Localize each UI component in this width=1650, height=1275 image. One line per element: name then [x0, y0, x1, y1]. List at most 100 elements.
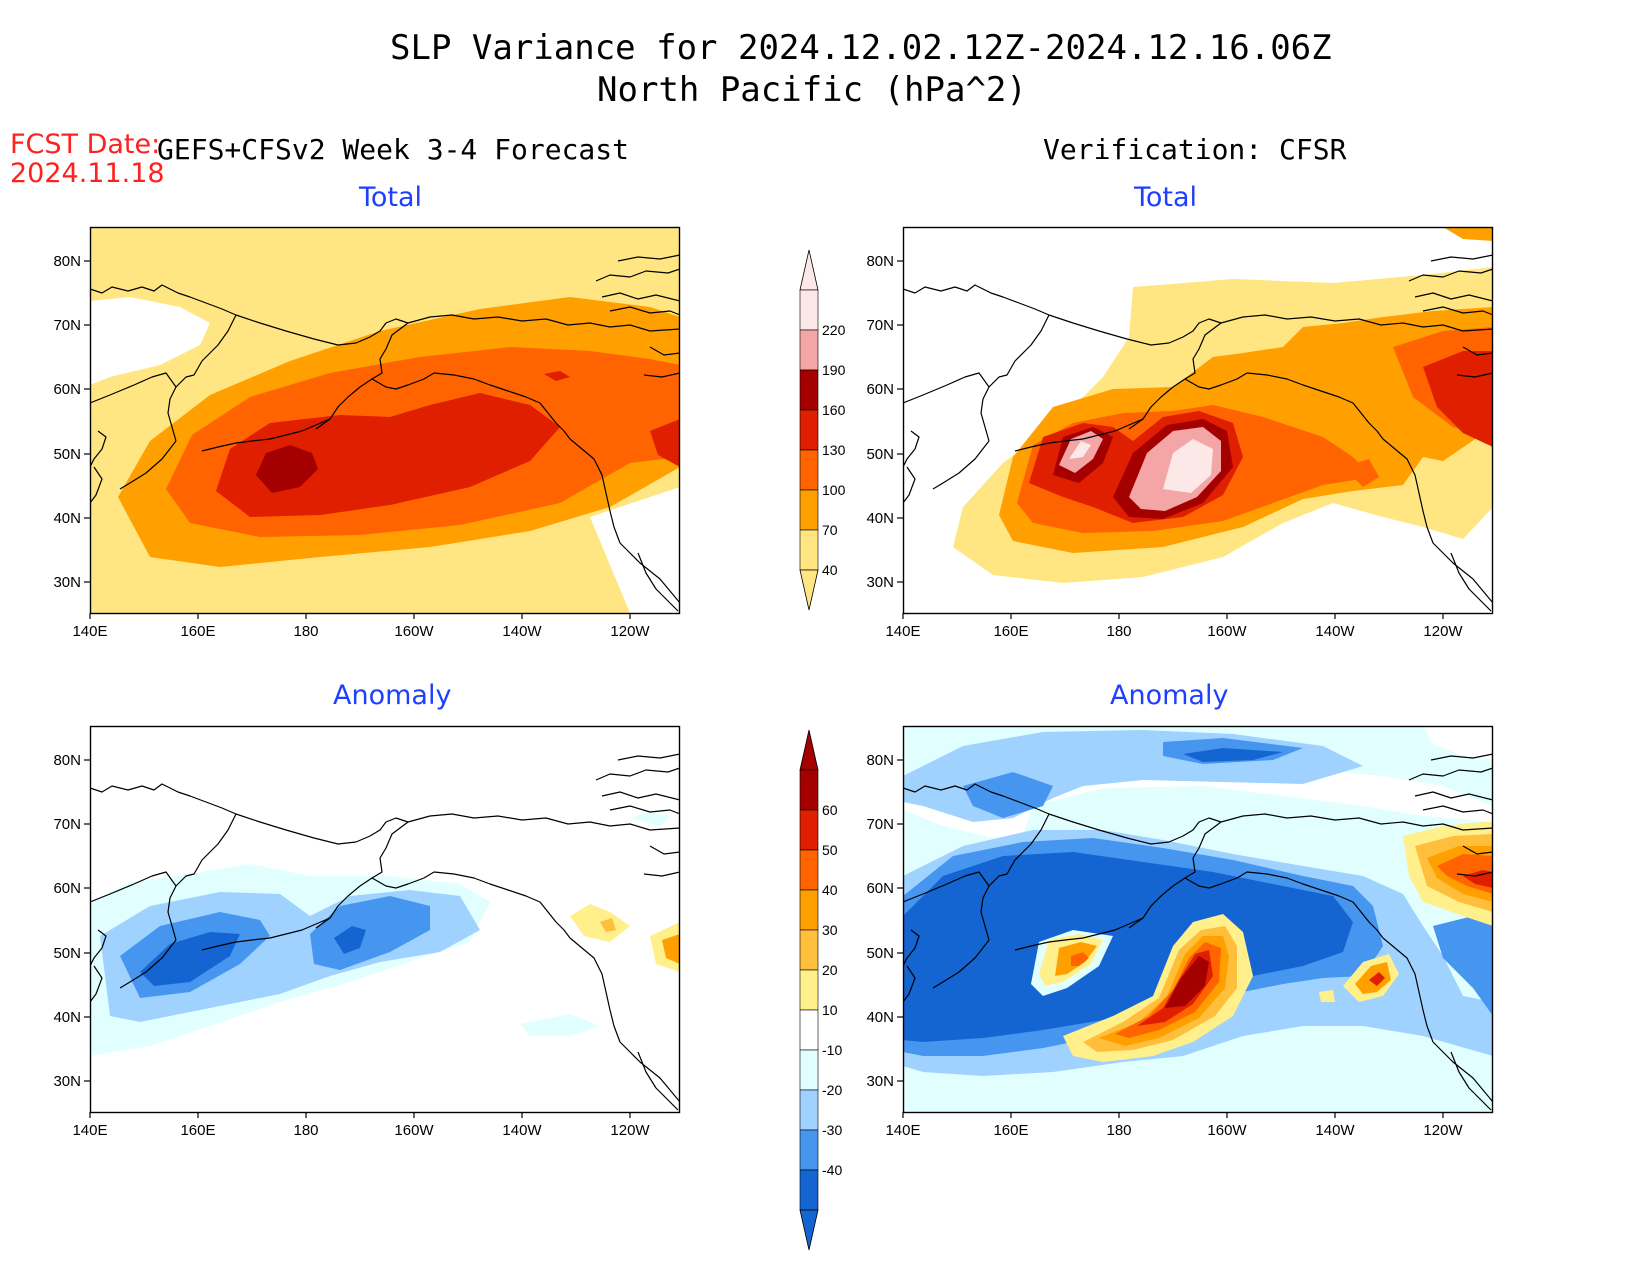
colorbar-segment [799, 1169, 819, 1211]
fill-20 [600, 918, 616, 932]
verification-total-panel [902, 226, 1494, 615]
lat-tick-label: 60N [53, 880, 81, 897]
colorbar-label: 30 [822, 922, 838, 938]
lat-tick-label: 30N [53, 1073, 81, 1090]
lat-tick-label: 80N [866, 752, 894, 769]
lat-tick-label: 60N [866, 880, 894, 897]
colorbar-segment [799, 849, 819, 891]
panel-frame [902, 226, 1494, 615]
colorbar-label: -30 [822, 1122, 842, 1138]
lon-tick-label: 140E [72, 1122, 107, 1139]
lat-tick-label: 80N [53, 253, 81, 270]
colorbar-label: -40 [822, 1162, 842, 1178]
fill-130-small [544, 371, 570, 381]
colorbar-segment [799, 969, 819, 1011]
fill-220 [1163, 439, 1213, 493]
fill-minus10-small [520, 1014, 600, 1036]
fill-10-small [1319, 990, 1335, 1002]
lon-tick-label: 160E [993, 1122, 1028, 1139]
total-colorbar: 220 190 160 130 100 70 40 [799, 249, 846, 611]
forecast-anomaly-map [90, 726, 680, 1112]
colorbar-label: -10 [822, 1042, 842, 1058]
colorbar-segment [799, 449, 819, 491]
axes-layer: 80N 70N 60N 50N 40N 30N 140E 160E 180 160W 140W 120… [53, 253, 1463, 1139]
fill-100-small [1343, 459, 1379, 487]
lon-tick-label: 160W [394, 623, 434, 640]
colorbar-label: 60 [822, 802, 838, 818]
lat-tick-label: 50N [866, 945, 894, 962]
forecast-anomaly-panel [89, 725, 681, 1114]
colorbar-top-arrow [799, 729, 819, 771]
lon-tick-label: 160W [1207, 1122, 1247, 1139]
panel-frame [89, 226, 681, 615]
lon-tick-label: 140E [885, 1122, 920, 1139]
lon-tick-label: 120W [610, 623, 650, 640]
fcst-date-value: 2024.11.18 [10, 158, 165, 189]
colorbar-label: 20 [822, 962, 838, 978]
forecast-total-title: Total [359, 182, 423, 213]
lon-tick-label: 180 [293, 623, 318, 640]
colorbar-label: 70 [822, 522, 838, 538]
fill-below-40-siberia [90, 297, 210, 385]
colorbar-segment [799, 889, 819, 931]
lon-tick-label: 160W [1207, 623, 1247, 640]
lat-tick-label: 40N [866, 510, 894, 527]
fill-minus10-ne [630, 812, 670, 826]
lon-tick-label: 160E [180, 623, 215, 640]
colorbar-bottom-arrow [799, 1209, 819, 1251]
panel-frame [89, 725, 681, 1114]
lat-tick-label: 40N [53, 1009, 81, 1026]
fill-50-ne [1463, 870, 1493, 888]
verification-anomaly-map [903, 726, 1493, 1112]
lat-tick-label: 70N [866, 317, 894, 334]
fill-160 [256, 445, 318, 493]
fill-40-west [1071, 952, 1089, 966]
colorbar-segment [799, 529, 819, 571]
fill-130-east [1423, 351, 1493, 447]
colorbar-segment [799, 329, 819, 371]
lon-tick-label: 140E [885, 623, 920, 640]
fill-130-east [650, 419, 680, 467]
colorbar-segment [799, 289, 819, 331]
lat-tick-label: 30N [53, 574, 81, 591]
colorbar-label: 100 [822, 482, 846, 498]
colorbar-label: 130 [822, 442, 846, 458]
forecast-column-title: GEFS+CFSv2 Week 3-4 Forecast [157, 133, 630, 166]
colorbar-segment [799, 1049, 819, 1091]
lat-tick-label: 50N [53, 945, 81, 962]
colorbar-segment [799, 1089, 819, 1131]
verification-total-map [903, 227, 1493, 613]
colorbar-segment [799, 489, 819, 531]
lon-tick-label: 120W [610, 1122, 650, 1139]
lon-tick-label: 140E [72, 623, 107, 640]
fill-30 [662, 934, 680, 964]
colorbar-bottom-arrow [799, 569, 819, 611]
fill-neutral-arctic [903, 766, 1493, 838]
colorbar-label: 10 [822, 1002, 838, 1018]
lat-tick-label: 60N [866, 381, 894, 398]
fill-minus40-arctic [1183, 748, 1283, 762]
lon-tick-label: 140W [502, 623, 542, 640]
fill-130 [216, 393, 560, 517]
colorbar-segment [799, 769, 819, 811]
fcst-date-label: FCST Date: [10, 129, 161, 160]
colorbar-label: 220 [822, 322, 846, 338]
lat-tick-label: 80N [53, 752, 81, 769]
panel-frame [902, 725, 1494, 1114]
lon-tick-label: 140W [502, 1122, 542, 1139]
lat-tick-label: 60N [53, 381, 81, 398]
colorbar-segment [799, 409, 819, 451]
lon-tick-label: 160E [993, 623, 1028, 640]
lat-tick-label: 70N [53, 816, 81, 833]
colorbar-segment [799, 809, 819, 851]
fill-below-40-mexico [590, 487, 680, 613]
fill-minus30-east [310, 896, 430, 970]
colorbar-segment [799, 1009, 819, 1051]
fill-neutral-ne [1423, 726, 1493, 760]
verification-anomaly-panel [902, 725, 1494, 1114]
lon-tick-label: 120W [1423, 623, 1463, 640]
lon-tick-label: 140W [1315, 623, 1355, 640]
lat-tick-label: 70N [866, 816, 894, 833]
lat-tick-label: 50N [53, 446, 81, 463]
